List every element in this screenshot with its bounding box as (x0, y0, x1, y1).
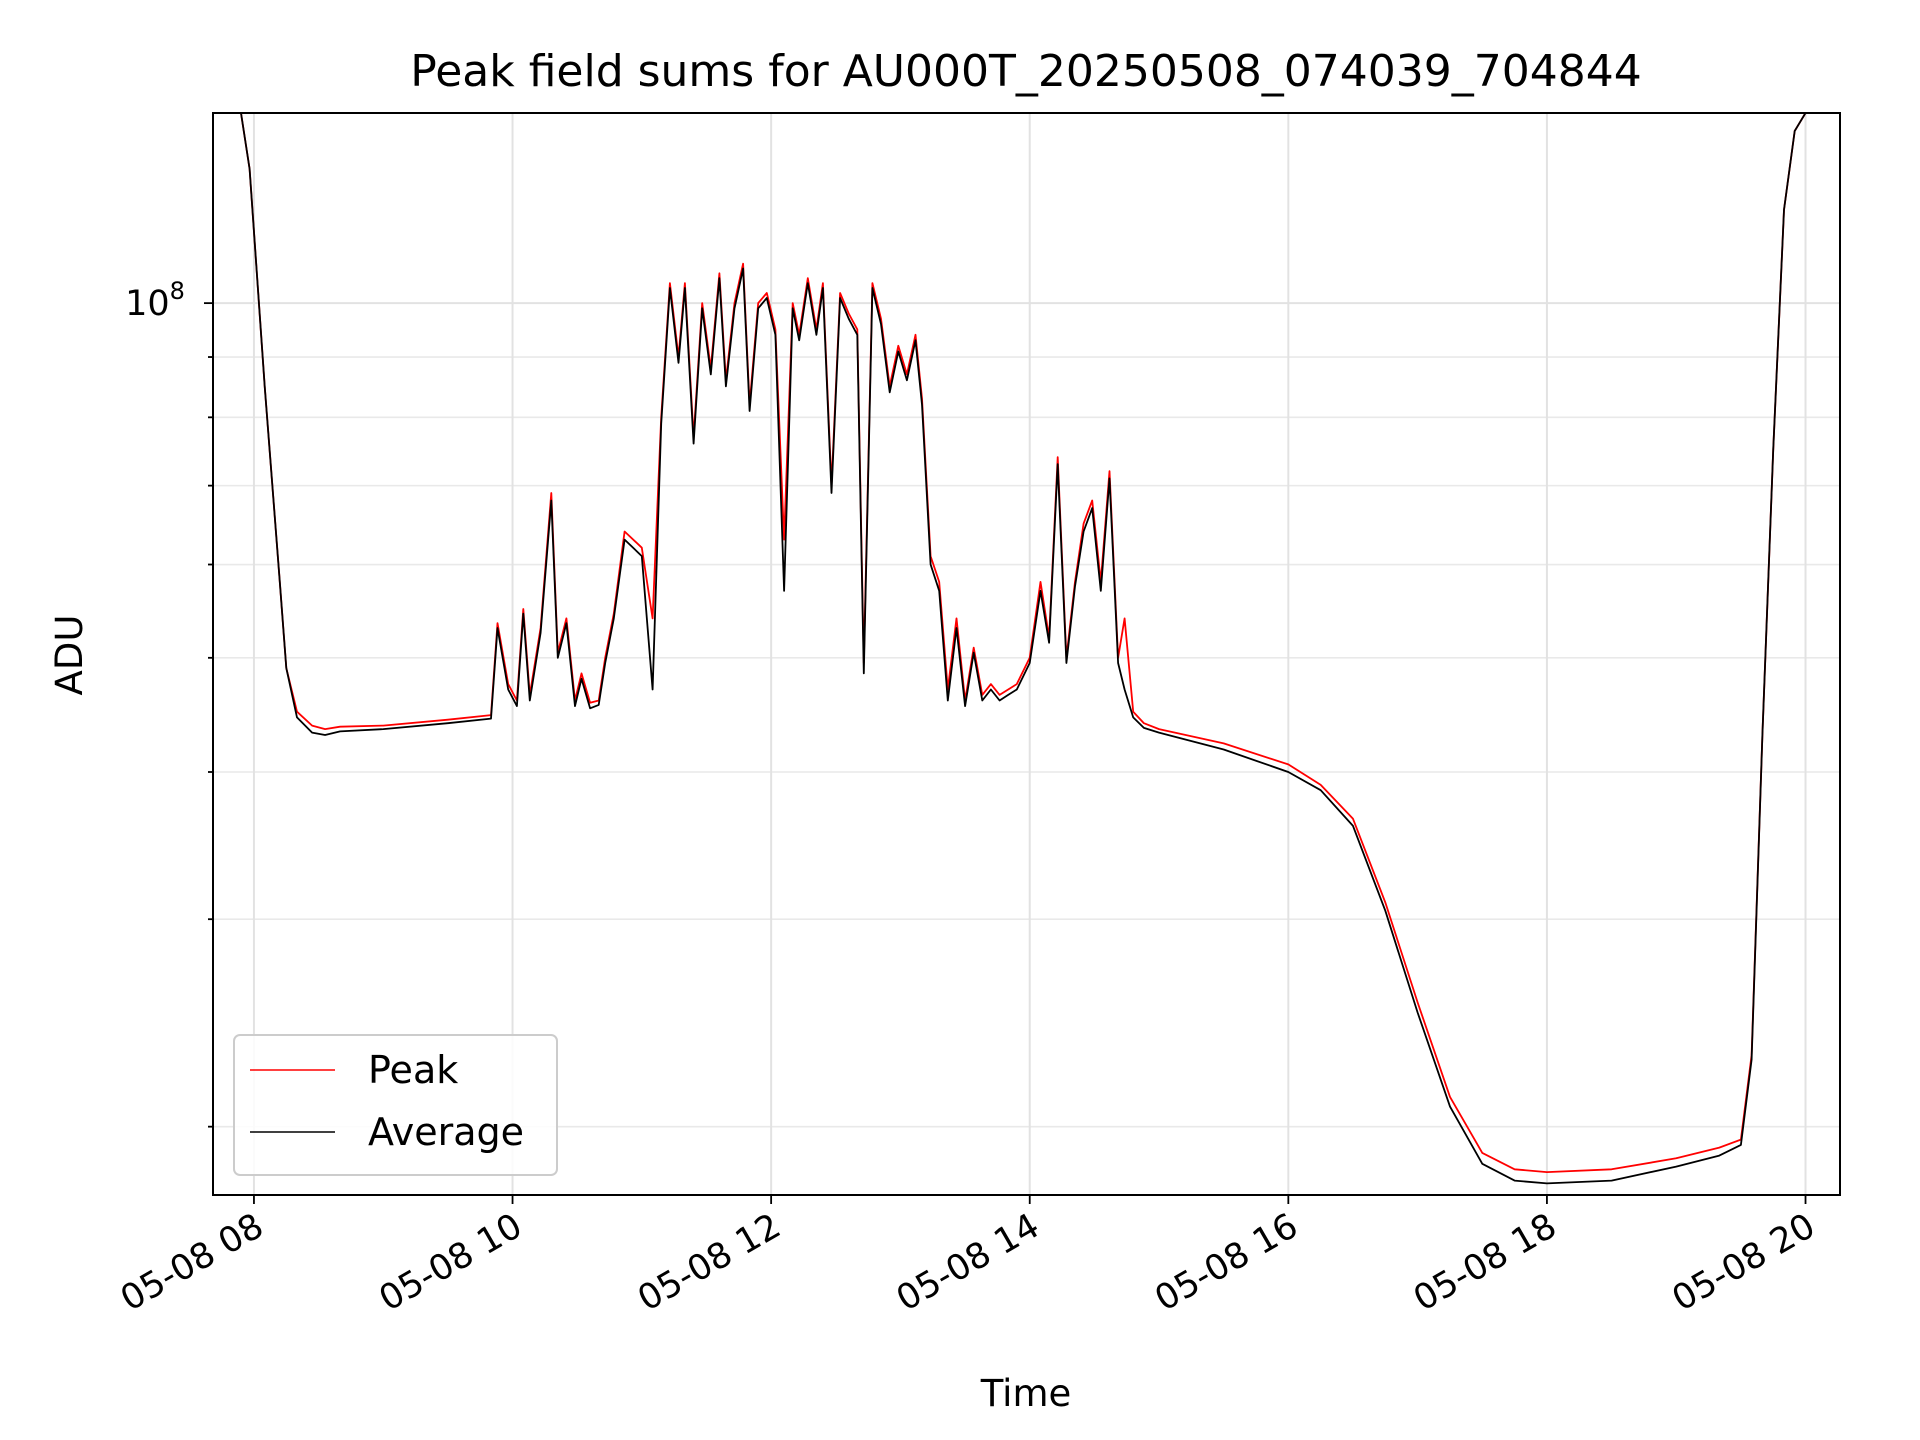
legend-label-average: Average (368, 1110, 524, 1154)
x-axis-label: Time (980, 1372, 1072, 1415)
x-tick-label: 05-08 14 (890, 1206, 1046, 1319)
y-axis: 108 (125, 277, 213, 1128)
legend-label-peak: Peak (368, 1048, 458, 1092)
series-group (213, 113, 1840, 1185)
x-tick-label: 05-08 18 (1407, 1206, 1563, 1319)
x-tick-label: 05-08 16 (1149, 1206, 1305, 1319)
x-tick-label: 05-08 20 (1666, 1206, 1822, 1319)
series-line-peak (213, 113, 1840, 1173)
x-tick-label: 05-08 12 (631, 1206, 787, 1319)
y-axis-label: ADU (48, 615, 91, 696)
y-tick-label: 108 (125, 277, 185, 324)
series-line-average (213, 113, 1840, 1185)
axes-frame (212, 112, 1841, 1196)
chart-title: Peak field sums for AU000T_20250508_0740… (410, 46, 1642, 97)
x-tick-label: 05-08 10 (373, 1206, 529, 1319)
x-axis: 05-08 08 05-08 10 05-08 12 05-08 14 05-08 16… (114, 1195, 1822, 1319)
legend: Peak Average (233, 1034, 558, 1176)
plot-area (213, 113, 1840, 1185)
grid (213, 113, 1840, 1195)
x-tick-label: 05-08 08 (114, 1206, 270, 1319)
